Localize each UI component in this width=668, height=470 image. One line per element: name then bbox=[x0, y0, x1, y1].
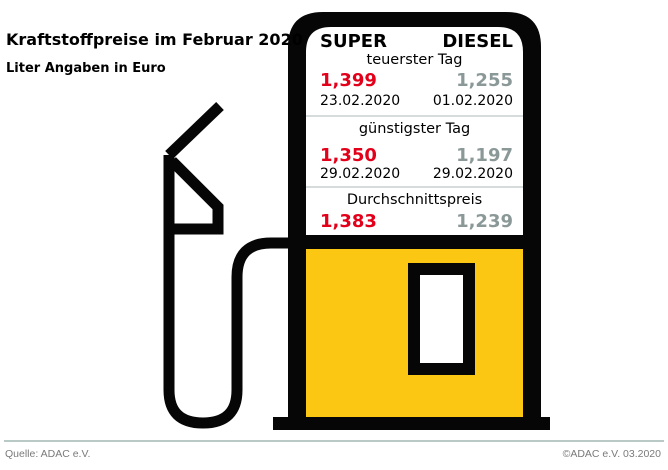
section-label-lowest: günstigster Tag bbox=[358, 121, 471, 137]
diesel-highest-date: 01.02.2020 bbox=[432, 93, 513, 109]
super-lowest-price: 1,350 bbox=[320, 145, 377, 166]
source-note: Quelle: ADAC e.V. bbox=[5, 448, 91, 460]
super-highest-date: 23.02.2020 bbox=[320, 93, 401, 109]
section-label-average: Durchschnittspreis bbox=[346, 192, 483, 208]
divider bbox=[306, 186, 523, 188]
section-label-highest: teuerster Tag bbox=[366, 52, 463, 68]
pump-base bbox=[273, 417, 550, 430]
pump-window bbox=[408, 263, 475, 375]
column-super: SUPER bbox=[320, 31, 387, 52]
diesel-highest-price: 1,255 bbox=[456, 70, 513, 91]
pump-display-area bbox=[306, 27, 523, 235]
diesel-average-price: 1,239 bbox=[456, 211, 513, 232]
super-average-price: 1,383 bbox=[320, 211, 377, 232]
diesel-lowest-date: 29.02.2020 bbox=[432, 166, 513, 182]
copyright-note: ©ADAC e.V. 03.2020 bbox=[562, 448, 661, 460]
page-title: Kraftstoffpreise im Februar 2020 bbox=[6, 30, 303, 49]
super-highest-price: 1,399 bbox=[320, 70, 377, 91]
diesel-lowest-price: 1,197 bbox=[456, 145, 513, 166]
super-lowest-date: 29.02.2020 bbox=[320, 166, 401, 182]
column-diesel: DIESEL bbox=[442, 31, 513, 52]
divider bbox=[306, 115, 523, 117]
page-subtitle: Liter Angaben in Euro bbox=[6, 61, 166, 76]
footer-divider bbox=[4, 440, 664, 442]
fuel-nozzle-icon bbox=[165, 102, 224, 235]
fuel-hose-icon bbox=[163, 155, 296, 429]
